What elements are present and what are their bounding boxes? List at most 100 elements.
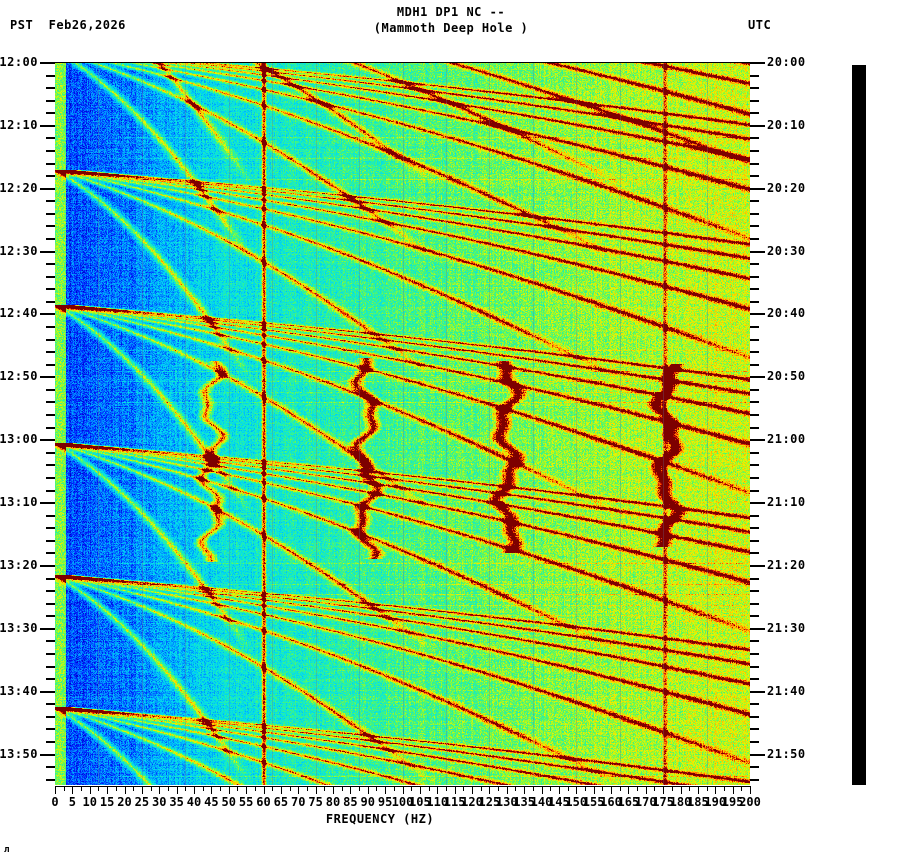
axis-tick-minor [46,275,55,278]
freq-axis-label: 195 [721,795,744,809]
axis-tick-minor [750,476,759,479]
freq-tick-minor [706,786,708,791]
corner-artifact-mark: л [4,845,10,855]
freq-tick-minor [220,786,222,791]
axis-time-label: 21:10 [767,495,806,510]
freq-tick-major [506,786,508,794]
axis-time-label: 20:40 [767,306,806,321]
axis-tick-minor [750,200,759,203]
freq-tick-minor [98,786,100,791]
freq-tick-minor [515,786,517,791]
axis-tick-minor [750,150,759,153]
axis-tick-major [750,62,765,64]
axis-time-label: 20:30 [767,243,806,258]
axis-tick-minor [46,238,55,241]
axis-tick-minor [750,577,759,580]
freq-axis-label: 155 [582,795,605,809]
freq-tick-major [558,786,560,794]
freq-tick-major [524,786,526,794]
freq-tick-minor [133,786,135,791]
freq-tick-major [89,786,91,794]
axis-time-label: 13:30 [0,620,38,635]
spectrogram-canvas[interactable] [55,62,750,785]
axis-tick-major [750,564,765,567]
axis-tick-minor [46,703,55,706]
freq-tick-minor [289,786,291,791]
axis-time-label: 21:00 [767,432,806,447]
freq-axis-label: 75 [308,795,323,809]
axis-tick-minor [750,401,759,404]
freq-tick-major [576,786,578,794]
freq-tick-minor [445,786,447,791]
axis-tick-minor [750,414,759,417]
axis-tick-minor [750,112,759,115]
freq-axis-label: 165 [617,795,640,809]
axis-tick-major [750,313,765,316]
freq-tick-minor [654,786,656,791]
freq-axis-label: 135 [513,795,535,809]
axis-tick-minor [46,615,55,618]
axis-tick-minor [46,150,55,153]
freq-tick-minor [185,786,187,791]
freq-axis-label: 45 [204,795,219,809]
freq-axis-label: 85 [343,795,358,809]
axis-tick-major [40,250,55,253]
freq-axis-label: 35 [169,795,184,809]
axis-left-pst: 12:00 12:10 12:20 12:30 12:40 12:50 13:00 13:10… [0,55,55,785]
axis-tick-minor [750,527,759,530]
freq-tick-minor [167,786,169,791]
freq-tick-major [489,786,491,794]
axis-tick-major [40,690,55,693]
freq-tick-minor [602,786,604,791]
freq-tick-minor [723,786,725,791]
axis-tick-minor [46,552,55,555]
freq-axis-label: 50 [221,795,236,809]
freq-tick-major [350,786,352,794]
freq-axis-label: 55 [238,795,254,809]
axis-tick-major [40,124,55,127]
freq-tick-major [437,786,439,794]
freq-tick-minor [376,786,378,791]
freq-tick-major [55,786,56,794]
freq-axis-label: 5 [68,795,76,809]
freq-tick-major [472,786,473,794]
axis-tick-minor [46,351,55,354]
axis-time-label: 20:00 [767,55,806,69]
header-date: Feb26,2026 [48,18,126,32]
axis-tick-major [750,250,765,253]
freq-tick-minor [550,786,552,791]
freq-tick-minor [393,786,395,791]
axis-tick-minor [750,590,759,593]
axis-tick-minor [46,388,55,391]
freq-tick-minor [341,786,343,791]
axis-tick-minor [750,225,759,228]
freq-tick-minor [272,786,274,791]
freq-tick-major [107,786,109,794]
axis-tick-minor [750,326,759,329]
freq-axis-label: 60 [256,795,271,809]
freq-tick-minor [498,786,500,791]
freq-tick-minor [532,786,534,791]
axis-tick-minor [46,464,55,467]
spectrogram-plot-area[interactable] [55,62,750,785]
freq-tick-minor [671,786,673,791]
axis-tick-major [40,439,55,442]
freq-tick-minor [619,786,621,791]
freq-axis-label: 0 [51,795,59,809]
axis-right-utc: 20:00 20:10 20:20 20:30 20:40 20:50 21:00 21:10… [750,55,806,785]
freq-tick-major [419,786,421,794]
axis-tick-minor [750,451,759,454]
freq-tick-minor [741,786,743,791]
axis-tick-major [40,313,55,316]
page-title: MDH1 DP1 NC -- (Mammoth Deep Hole ) [0,5,902,35]
freq-tick-major [402,786,404,794]
axis-tick-minor [46,476,55,479]
axis-tick-minor [750,363,759,366]
axis-tick-minor [750,351,759,354]
freq-tick-minor [306,786,308,791]
freq-tick-minor [463,786,465,791]
axis-time-label: 13:10 [0,495,38,510]
axis-tick-minor [750,162,759,165]
axis-tick-minor [46,426,55,429]
